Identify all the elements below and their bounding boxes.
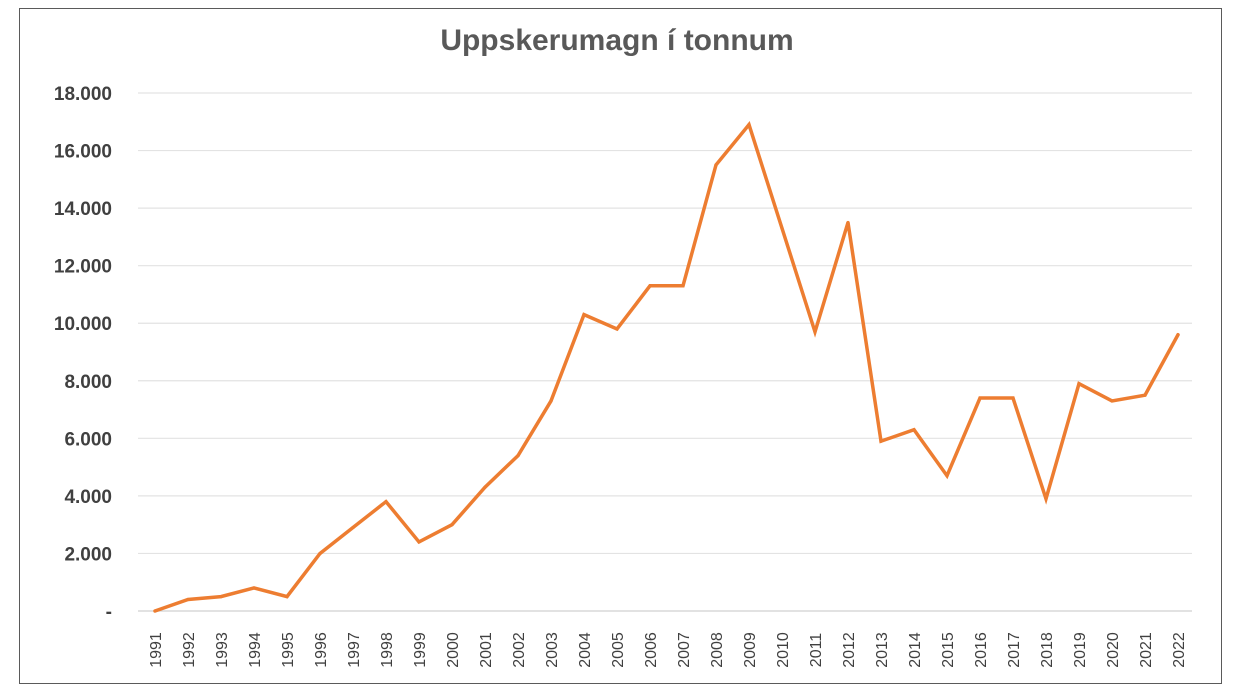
x-tick-label: 2009	[742, 632, 759, 668]
data-point	[1077, 382, 1081, 386]
x-tick-label: 2001	[478, 632, 495, 668]
chart-title: Uppskerumagn í tonnum	[440, 24, 794, 57]
data-point	[1176, 333, 1180, 337]
data-point	[846, 220, 850, 225]
x-tick-label: 1999	[412, 632, 429, 668]
data-point	[648, 284, 652, 288]
y-tick-label: 12.000	[54, 257, 112, 278]
data-point	[318, 551, 322, 556]
data-point	[516, 454, 520, 458]
x-tick-label: 2017	[1006, 632, 1023, 668]
x-tick-label: 1994	[247, 632, 264, 668]
y-tick-label: 2.000	[64, 544, 112, 565]
x-tick-label: 2005	[610, 632, 627, 668]
data-point	[417, 540, 421, 544]
x-tick-label: 1995	[280, 632, 297, 668]
data-point	[714, 163, 718, 167]
data-point	[813, 330, 817, 334]
x-tick-label: 2002	[511, 632, 528, 668]
data-point	[285, 595, 289, 599]
y-tick-label: 14.000	[54, 199, 112, 220]
x-axis: 1991 1992 1993 1994 1995 1996 1997 1998 1999 2000…	[138, 610, 1192, 668]
y-tick-label: -	[106, 602, 112, 623]
x-tick-label: 2020	[1105, 632, 1122, 668]
x-tick-label: 2013	[874, 632, 891, 668]
x-tick-label: 2003	[544, 632, 561, 668]
data-point	[219, 595, 223, 599]
data-point	[483, 485, 487, 489]
x-tick-label: 2007	[676, 632, 693, 668]
y-tick-label: 8.000	[64, 372, 112, 393]
x-tick-label: 2015	[940, 632, 957, 668]
data-point	[615, 327, 619, 331]
data-point	[384, 500, 388, 504]
y-tick-label: 10.000	[54, 314, 112, 335]
y-tick-label: 18.000	[54, 84, 112, 105]
x-tick-label: 2016	[973, 632, 990, 668]
x-tick-label: 2008	[709, 632, 726, 668]
data-point	[351, 525, 355, 530]
x-tick-label: 2018	[1039, 632, 1056, 668]
data-point	[978, 396, 982, 400]
data-point	[912, 428, 916, 432]
data-point	[1011, 396, 1015, 400]
x-tick-label: 2021	[1138, 632, 1155, 668]
data-point	[945, 474, 949, 478]
x-tick-label: 2011	[808, 633, 825, 668]
y-axis: - 2.000 4.000 6.000 8.000 10.000 12.000 14.000 1…	[54, 84, 112, 623]
data-point	[747, 123, 751, 127]
x-tick-label: 2019	[1072, 632, 1089, 668]
x-tick-label: 1991	[148, 632, 165, 668]
series-group	[153, 121, 1180, 613]
data-point	[1110, 399, 1114, 403]
series-line	[153, 121, 1180, 613]
x-tick-label: 2014	[907, 632, 924, 668]
data-point	[450, 523, 454, 527]
data-point	[1143, 393, 1147, 397]
data-point	[780, 226, 784, 230]
y-tick-label: 16.000	[54, 142, 112, 163]
data-point	[879, 439, 883, 443]
x-tick-label: 2022	[1171, 632, 1188, 668]
x-tick-label: 2000	[445, 632, 462, 668]
x-tick-label: 2004	[577, 632, 594, 668]
y-tick-label: 6.000	[64, 429, 112, 450]
x-tick-label: 2006	[643, 632, 660, 668]
gridlines	[138, 92, 1192, 555]
data-point	[549, 399, 553, 403]
data-point	[582, 312, 586, 317]
x-tick-label: 2012	[841, 632, 858, 668]
chart-frame	[19, 8, 1222, 684]
data-point	[153, 609, 157, 613]
y-tick-label: 4.000	[64, 487, 112, 508]
data-point	[186, 597, 190, 602]
x-tick-label: 2010	[775, 632, 792, 668]
data-point	[1044, 497, 1048, 501]
x-tick-label: 1992	[181, 632, 198, 668]
x-tick-label: 1997	[346, 632, 363, 668]
x-tick-label: 1998	[379, 632, 396, 668]
x-tick-label: 1996	[313, 632, 330, 668]
data-point	[681, 284, 685, 288]
data-point	[252, 586, 256, 590]
x-tick-label: 1993	[214, 632, 231, 668]
